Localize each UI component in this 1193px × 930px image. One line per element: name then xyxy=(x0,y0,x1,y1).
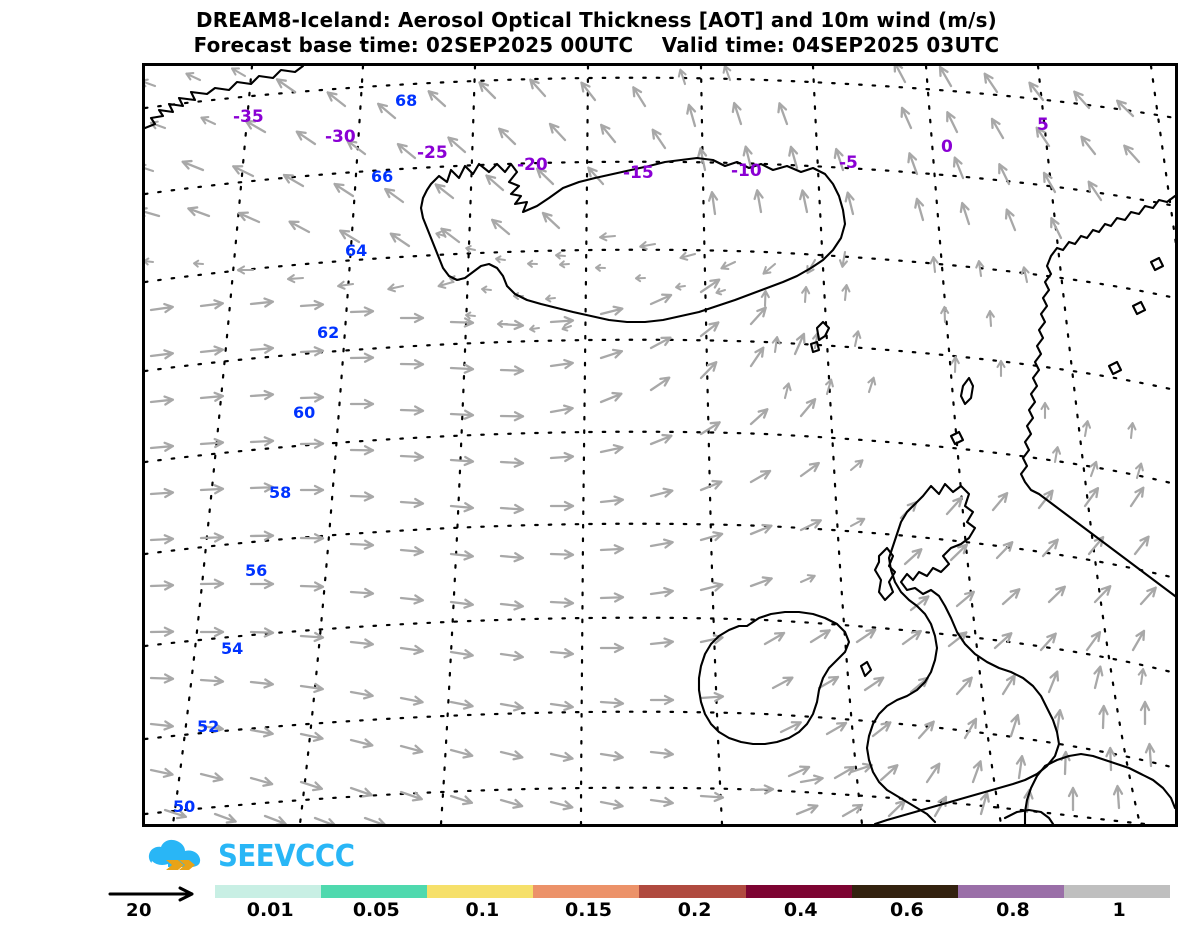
latitude-labels: 68 66 64 62 60 58 56 54 52 50 xyxy=(173,91,417,816)
lat-label-64: 64 xyxy=(345,241,367,260)
lat-label-54: 54 xyxy=(221,639,243,658)
lat-label-62: 62 xyxy=(317,323,339,342)
coastline-europe-continental xyxy=(1023,752,1175,824)
colorbar-tick-labels: 0.01 0.05 0.1 0.15 0.2 0.4 0.6 0.8 1 xyxy=(215,899,1170,925)
colorbar-segment-1 xyxy=(321,885,428,898)
coastline-isle-of-man xyxy=(859,660,873,678)
coastline-ireland xyxy=(697,610,851,746)
lon-label--15: -15 xyxy=(623,163,654,183)
lat-label-58: 58 xyxy=(269,483,291,502)
colorbar-tick-0: 0.01 xyxy=(246,899,294,921)
colorbar-tick-6: 0.6 xyxy=(890,899,924,921)
lon-label--5: -5 xyxy=(839,153,858,173)
lon-label--30: -30 xyxy=(325,127,356,147)
coastline-norway-islands-3 xyxy=(1107,360,1123,376)
wind-scale-legend: 20 xyxy=(108,884,204,924)
coastline-norway-islands xyxy=(1149,256,1165,272)
coastlines xyxy=(145,66,1175,824)
graticule-parallels xyxy=(145,76,1175,824)
wind-scale-arrow-icon xyxy=(108,886,194,902)
lon-label--35: -35 xyxy=(233,107,264,127)
coastline-orkney xyxy=(949,430,965,446)
colorbar-tick-4: 0.2 xyxy=(677,899,712,921)
wind-scale-value: 20 xyxy=(126,900,153,921)
lat-label-60: 60 xyxy=(293,403,315,422)
colorbar-tick-7: 0.8 xyxy=(996,899,1030,921)
lon-label-5: 5 xyxy=(1037,115,1049,135)
coastline-norway-islands-2 xyxy=(1131,300,1147,316)
lat-label-66: 66 xyxy=(371,167,393,186)
forecast-time-subtitle: Forecast base time: 02SEP2025 00UTC Vali… xyxy=(193,33,1000,57)
graticule-meridians xyxy=(171,66,1175,824)
colorbar-segment-0 xyxy=(215,885,322,898)
coastline-norway xyxy=(1019,194,1175,598)
coastline-shetland xyxy=(959,376,975,406)
coastline-faroe-south xyxy=(809,340,821,354)
logo-text: SEEVCCC xyxy=(218,838,355,874)
cloud-arrow-icon xyxy=(146,839,212,873)
lat-label-50: 50 xyxy=(173,797,195,816)
coastline-faroe xyxy=(815,320,831,342)
lat-label-68: 68 xyxy=(395,91,417,110)
longitude-labels: -35 -30 -25 -20 -15 -10 -5 0 5 xyxy=(233,107,1049,183)
coastline-iceland xyxy=(419,156,847,324)
coastline-greenland xyxy=(145,66,305,130)
lat-label-52: 52 xyxy=(197,717,219,736)
aot-colorbar[interactable] xyxy=(215,885,1170,898)
colorbar-tick-2: 0.1 xyxy=(465,899,500,921)
coastline-brittany xyxy=(1003,808,1055,824)
colorbar-segment-7 xyxy=(957,885,1064,898)
coastline-outer-hebrides xyxy=(873,546,897,602)
coastline-great-britain xyxy=(865,482,1061,824)
colorbar-tick-8: 1 xyxy=(1112,899,1126,921)
colorbar-segment-3 xyxy=(533,885,640,898)
colorbar-segment-8 xyxy=(1063,885,1170,898)
lon-label--20: -20 xyxy=(517,155,548,175)
colorbar-segment-6 xyxy=(851,885,958,898)
page-title: DREAM8-Iceland: Aerosol Optical Thicknes… xyxy=(196,8,997,32)
colorbar-segment-5 xyxy=(745,885,852,898)
map-plot-area[interactable]: -35 -30 -25 -20 -15 -10 -5 0 5 68 66 64 … xyxy=(142,63,1178,827)
colorbar-segment-2 xyxy=(427,885,534,898)
chart-title-block: DREAM8-Iceland: Aerosol Optical Thicknes… xyxy=(0,8,1193,58)
lat-label-56: 56 xyxy=(245,561,267,580)
colorbar-segment-4 xyxy=(639,885,746,898)
map-canvas: -35 -30 -25 -20 -15 -10 -5 0 5 68 66 64 … xyxy=(145,66,1175,824)
colorbar-tick-3: 0.15 xyxy=(565,899,612,921)
lon-label--10: -10 xyxy=(731,161,762,181)
lon-label--25: -25 xyxy=(417,143,448,163)
lon-label-0: 0 xyxy=(941,137,953,157)
seevccc-logo: SEEVCCC xyxy=(146,836,366,876)
colorbar-tick-1: 0.05 xyxy=(352,899,400,921)
colorbar-tick-5: 0.4 xyxy=(783,899,818,921)
